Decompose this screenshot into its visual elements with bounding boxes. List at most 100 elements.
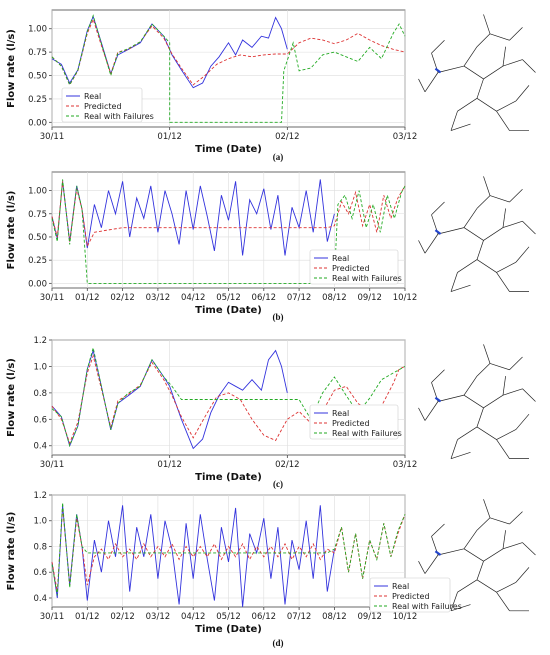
x-tick-label: 09/12 [357, 293, 382, 303]
y-tick-label: 0.50 [28, 233, 47, 243]
network-pipe [489, 363, 510, 371]
x-tick-label: 07/12 [287, 293, 312, 303]
network-pipe [502, 46, 506, 67]
y-axis-label: Flow rate (l/s) [6, 358, 17, 437]
panel-caption: (a) [273, 152, 284, 162]
network-pipe [522, 59, 536, 73]
network-pipe [496, 439, 510, 459]
network-pipe [502, 388, 523, 396]
network-pipe [431, 201, 445, 216]
network-pipe [424, 72, 439, 93]
network-pipe [502, 208, 506, 228]
panel-caption: (c) [273, 479, 283, 489]
y-tick-label: 0.75 [28, 210, 47, 220]
chart-panel-1: 0.00 0.25 0.50 0.75 1.00 30/11 01/12 02/12 03/12… [6, 9, 536, 162]
network-pipe [496, 429, 517, 440]
network-pipe [476, 259, 497, 273]
network-pipe [522, 220, 536, 235]
x-tick-label: 10/12 [393, 612, 418, 622]
network-pipe [509, 356, 523, 371]
legend-label: Real with Failures [332, 429, 402, 438]
x-tick-label: 05/12 [216, 293, 241, 303]
y-tick-label: 0.25 [28, 95, 47, 105]
network-pipe [418, 407, 426, 421]
x-tick-label: 07/12 [287, 612, 312, 622]
y-tick-label: 1.2 [33, 336, 47, 346]
legend-label: Real [84, 92, 101, 101]
network-pipe [457, 98, 478, 112]
network-pipe [515, 413, 530, 430]
y-tick-label: 1.0 [33, 517, 47, 527]
network-pipe [450, 111, 458, 131]
y-axis-label: Flow rate (l/s) [6, 512, 17, 591]
y-tick-label: 1.00 [28, 25, 47, 35]
y-tick-label: 0.00 [28, 118, 47, 128]
y-tick-label: 1.0 [33, 362, 47, 372]
network-pipe [463, 394, 484, 409]
network-pipe [457, 259, 478, 273]
network-pipe [450, 592, 458, 611]
network-pipe [496, 100, 517, 112]
network-pipe [476, 426, 497, 440]
y-tick-label: 0.6 [33, 415, 47, 425]
network-pipe [450, 284, 471, 292]
network-pipe [509, 27, 523, 41]
network-pipe [483, 227, 504, 241]
network-pipe [483, 176, 491, 196]
legend-label: Real [392, 582, 409, 591]
network-pipe [483, 65, 504, 80]
x-tick-label: 02/12 [275, 460, 300, 470]
network-pipe [418, 78, 426, 93]
network-pipe [502, 59, 523, 67]
network-pipe [476, 195, 491, 209]
network-pipe [483, 394, 504, 409]
network-pipe [496, 111, 510, 131]
legend-label: Predicted [332, 419, 370, 428]
x-tick-label: 30/11 [40, 612, 65, 622]
x-tick-label: 30/11 [40, 293, 65, 303]
y-tick-label: 0.4 [33, 594, 47, 604]
network-pipe [450, 451, 471, 459]
network-pipe [437, 548, 465, 556]
network-pipe [476, 561, 484, 580]
y-tick-label: 0.25 [28, 256, 47, 266]
network-pipe [476, 363, 491, 377]
x-tick-label: 10/12 [393, 293, 418, 303]
network-pipe [483, 548, 504, 562]
network-pipe [463, 548, 484, 562]
series-line-real [51, 15, 288, 89]
legend-label: Predicted [392, 592, 430, 601]
legend-label: Real [332, 254, 349, 263]
network-pipe [431, 40, 445, 54]
panel-caption: (b) [273, 312, 284, 322]
x-tick-label: 30/11 [40, 460, 65, 470]
network-pipe [450, 439, 458, 459]
x-tick-label: 02/12 [275, 132, 300, 142]
panel-caption: (d) [273, 638, 284, 648]
x-tick-label: 30/11 [40, 132, 65, 142]
network-pipe [515, 567, 530, 583]
chart-panel-4: 0.4 0.6 0.8 1.0 1.2 30/11 01/12 02/12 03/12 04/12… [6, 491, 536, 648]
network-pipe [463, 46, 478, 67]
network-pipe [502, 376, 506, 396]
network-pipe [483, 14, 491, 34]
network-pipe [450, 604, 471, 612]
network-pipe [463, 375, 478, 396]
legend-label: Real with Failures [392, 602, 462, 611]
x-tick-label: 06/12 [252, 612, 277, 622]
network-diagram [418, 499, 536, 612]
network-pipe [431, 523, 445, 537]
network-pipe [450, 123, 471, 131]
network-pipe [476, 579, 497, 593]
network-pipe [476, 78, 484, 99]
x-axis-label: Time (Date) [195, 472, 262, 483]
network-pipe [457, 579, 478, 593]
x-tick-label: 03/12 [146, 612, 171, 622]
network-pipe [463, 227, 484, 241]
network-pipe [496, 261, 517, 273]
network-pipe [437, 65, 465, 73]
network-pipe [424, 554, 439, 574]
network-diagram [418, 14, 536, 131]
network-pipe [476, 407, 484, 428]
network-pipe [496, 581, 517, 593]
